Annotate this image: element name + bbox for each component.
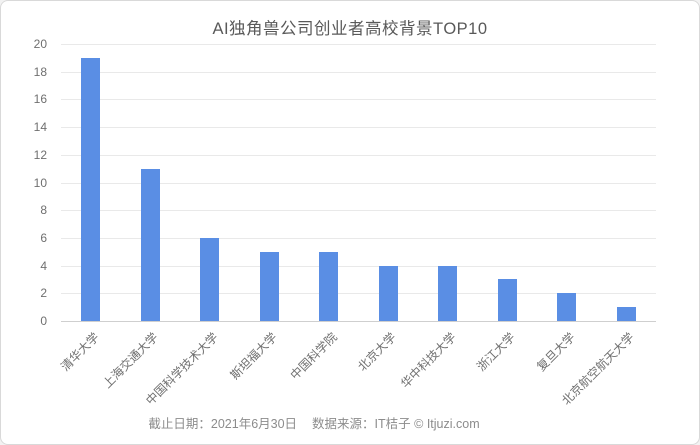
y-axis-tick-label: 0 (40, 314, 47, 328)
y-axis-tick-label: 18 (33, 64, 47, 79)
y-axis-tick-label: 4 (40, 258, 47, 273)
gridline (61, 265, 656, 267)
bar (438, 265, 458, 321)
bar (616, 307, 636, 321)
x-axis-category-label: 华中科技大学 (397, 330, 459, 391)
x-axis-line (61, 321, 656, 322)
bar (259, 251, 279, 321)
gridline (61, 293, 656, 295)
bar (81, 57, 101, 321)
gridline (61, 154, 656, 156)
footer-date-note: 截止日期：2021年6月30日 (148, 417, 298, 431)
bar (319, 251, 339, 321)
gridline (61, 237, 656, 239)
bar (378, 265, 398, 321)
gridline (61, 99, 656, 101)
x-axis-category-label: 清华大学 (57, 330, 102, 374)
bar (557, 293, 577, 321)
y-axis-tick-label: 20 (33, 37, 47, 51)
y-axis-tick-label: 16 (33, 92, 47, 107)
chart-title: AI独角兽公司创业者高校背景TOP10 (212, 20, 488, 38)
x-axis-category-label: 上海交通大学 (100, 330, 162, 391)
bar (140, 168, 160, 321)
chart-footer: 截止日期：2021年6月30日 数据来源：IT桔子 © Itjuzi.com (148, 413, 479, 432)
x-axis-category-label: 斯坦福大学 (227, 330, 281, 383)
gridline (61, 127, 656, 129)
y-axis-tick-label: 6 (40, 230, 47, 245)
y-axis-tick-label: 12 (33, 147, 47, 162)
bar (200, 237, 220, 321)
x-axis-category-label: 复旦大学 (533, 330, 578, 374)
x-axis-category-label: 浙江大学 (474, 330, 519, 374)
y-axis-tick-label: 10 (33, 175, 47, 190)
x-axis-category-label: 北京大学 (355, 330, 400, 374)
gridline (61, 44, 656, 45)
gridline (61, 71, 656, 73)
y-axis-tick-label: 8 (40, 203, 47, 218)
gridline (61, 182, 656, 184)
gridline (61, 210, 656, 212)
y-axis-tick-label: 2 (40, 286, 47, 301)
x-axis-category-label: 中国科学院 (287, 330, 340, 383)
footer-source-note: 数据来源：IT桔子 © Itjuzi.com (312, 417, 480, 431)
y-axis-tick-label: 14 (33, 120, 47, 135)
bar (497, 279, 517, 321)
